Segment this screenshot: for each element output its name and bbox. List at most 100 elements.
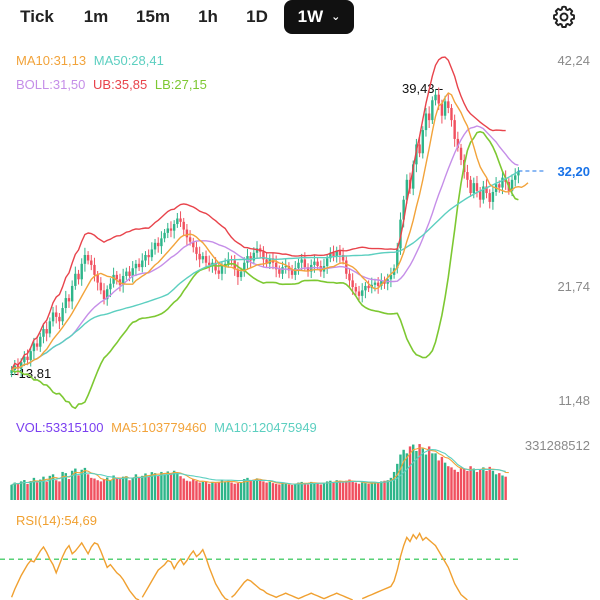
candle-body xyxy=(402,199,405,220)
candle-body xyxy=(472,183,475,194)
candle-body xyxy=(316,261,319,267)
candle-body xyxy=(443,101,447,116)
volume-bar xyxy=(128,480,131,500)
tab-15m[interactable]: 15m xyxy=(135,7,171,26)
volume-bar xyxy=(443,462,447,500)
candle-body xyxy=(427,113,431,121)
candle-body xyxy=(243,262,246,272)
candle-body xyxy=(440,103,444,116)
volume-bar xyxy=(494,474,498,500)
candle-body xyxy=(211,262,214,265)
candle-body xyxy=(475,183,479,191)
chevron-down-icon: ⌄ xyxy=(331,11,341,23)
volume-bar xyxy=(402,449,405,500)
candle-body xyxy=(64,298,67,309)
gear-icon[interactable] xyxy=(551,4,577,30)
candle-body xyxy=(303,259,307,268)
candle-body xyxy=(83,254,87,264)
volume-bar xyxy=(287,484,291,500)
volume-bar xyxy=(373,481,377,500)
volume-bar xyxy=(83,467,87,500)
candle-body xyxy=(153,242,157,250)
volume-bar xyxy=(354,482,358,500)
tab-1w[interactable]: 1W ⌄ xyxy=(284,0,354,34)
ma50-value: MA50:28,41 xyxy=(93,53,164,68)
volume-bar xyxy=(475,471,479,500)
volume-bar xyxy=(48,475,52,500)
candle-body xyxy=(10,369,13,374)
volume-bar xyxy=(504,476,507,500)
volume-bar xyxy=(498,473,501,500)
volume-bar xyxy=(55,480,58,500)
volume-bar xyxy=(64,473,67,500)
candle-body xyxy=(332,252,335,257)
ma10-legend: MA10:31,13 MA50:28,41 xyxy=(16,53,164,68)
volume-bar xyxy=(453,469,456,500)
candle-body xyxy=(501,177,504,188)
volume-bar xyxy=(386,480,389,500)
candle-body xyxy=(96,274,99,283)
volume-bar xyxy=(102,479,106,500)
volume-ma5-line xyxy=(11,447,509,486)
volume-bar xyxy=(408,446,412,500)
volume-bar xyxy=(19,481,23,500)
volume-bar xyxy=(265,482,268,500)
tab-1d[interactable]: 1D xyxy=(246,7,268,26)
vol-ma10-value: MA10:120475949 xyxy=(214,420,317,435)
candle-body xyxy=(26,356,29,360)
candle-body xyxy=(19,362,23,369)
candle-body xyxy=(262,251,265,260)
rsi-panel xyxy=(0,531,522,600)
price-axis-label: 42,24 xyxy=(557,53,590,68)
candle-body xyxy=(141,260,144,268)
rsi-legend: RSI(14):54,69 xyxy=(16,513,97,528)
volume-bar xyxy=(90,477,93,500)
tab-1w-label: 1W xyxy=(297,7,324,26)
tab-1h[interactable]: 1h xyxy=(198,7,218,26)
volume-bar xyxy=(345,480,348,500)
candle-body xyxy=(144,254,147,261)
candle-body xyxy=(447,101,450,108)
candle-body xyxy=(185,229,189,238)
low-value: 13,81 xyxy=(18,366,52,381)
boll-value: BOLL:31,50 xyxy=(16,77,86,92)
volume-bar xyxy=(227,480,230,500)
candle-body xyxy=(491,191,495,202)
volume-bar xyxy=(109,480,112,500)
volume-bar xyxy=(77,475,80,500)
candle-body xyxy=(115,274,118,280)
volume-bar xyxy=(421,448,424,500)
candle-body xyxy=(195,247,198,254)
lb-line xyxy=(11,130,519,410)
volume-bar xyxy=(121,476,125,500)
candle-body xyxy=(361,290,364,296)
tab-tick[interactable]: Tick xyxy=(20,7,54,26)
volume-bar xyxy=(163,474,166,500)
candle-body xyxy=(287,266,291,271)
candle-body xyxy=(389,274,393,280)
candle-body xyxy=(357,291,361,296)
candle-body xyxy=(198,253,201,260)
candle-body xyxy=(482,186,485,200)
candle-body xyxy=(405,179,409,200)
candle-body xyxy=(236,269,240,278)
high-value: 39,43 xyxy=(402,81,435,96)
tab-1m[interactable]: 1m xyxy=(83,7,109,26)
volume-bar xyxy=(141,475,144,500)
candle-body xyxy=(51,312,55,322)
volume-bar xyxy=(412,444,415,500)
candle-body xyxy=(166,228,169,233)
candle-body xyxy=(86,254,90,261)
candle-body xyxy=(274,262,278,270)
volume-bar xyxy=(29,481,32,500)
candle-body xyxy=(284,266,287,268)
volume-bar xyxy=(70,470,74,500)
volume-bar xyxy=(239,482,243,500)
volume-bar xyxy=(45,481,48,500)
volume-bar xyxy=(319,484,322,500)
candle-body xyxy=(125,271,128,276)
volume-bar xyxy=(274,483,278,500)
candle-body xyxy=(80,263,83,280)
rsi-line xyxy=(361,531,468,600)
